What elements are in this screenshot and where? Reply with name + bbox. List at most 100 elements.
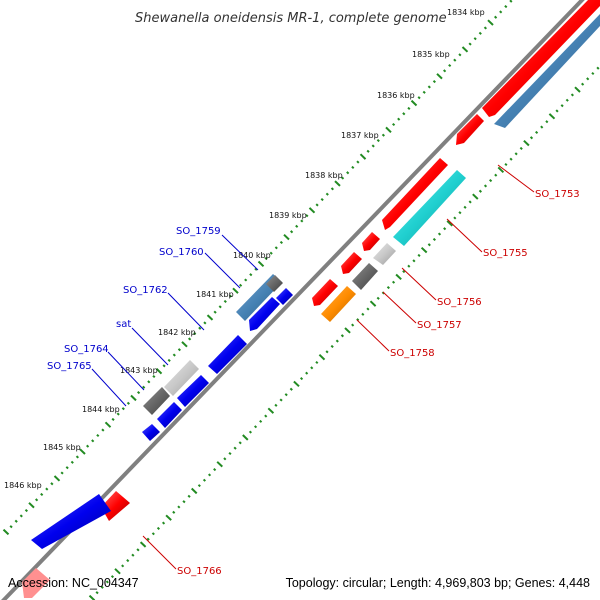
- ruler-tick-minor: [91, 439, 95, 443]
- kbp-label: 1845 kbp: [43, 443, 81, 452]
- ruler-tick-minor: [172, 353, 176, 357]
- label-leader-lines: [91, 164, 535, 570]
- inner-tick-minor: [233, 446, 237, 450]
- gene-arrow-forward[interactable]: [208, 335, 247, 374]
- kbp-label: 1838 kbp: [305, 171, 343, 180]
- ruler-tick-minor: [177, 348, 181, 352]
- inner-tick-minor: [284, 393, 288, 397]
- gene-label-forward[interactable]: sat: [116, 319, 131, 330]
- ruler-tick-major: [155, 367, 163, 375]
- inner-tick-major: [88, 594, 96, 600]
- inner-tick-major: [318, 353, 326, 361]
- ruler-tick-minor: [121, 407, 125, 411]
- ruler-tick-minor: [473, 37, 477, 41]
- ruler-tick-minor: [147, 380, 151, 384]
- ruler-tick-minor: [126, 401, 130, 405]
- ruler-tick-major: [206, 314, 214, 321]
- gene-label-reverse[interactable]: SO_1756: [437, 297, 482, 308]
- inner-tick-minor: [509, 157, 513, 161]
- ruler-tick-minor: [60, 471, 64, 475]
- gene-arrow-forward[interactable]: [157, 402, 182, 428]
- ruler-tick-minor: [116, 412, 120, 416]
- gene-label-reverse[interactable]: SO_1766: [177, 566, 222, 577]
- ruler-tick-minor: [397, 117, 401, 121]
- ruler-tick-minor: [218, 305, 222, 309]
- ruler-tick-major: [53, 475, 61, 482]
- ruler-tick-minor: [376, 138, 380, 143]
- ruler-tick-minor: [432, 80, 436, 84]
- gene-label-forward[interactable]: SO_1762: [123, 285, 168, 296]
- gene-arrow-reverse[interactable]: [362, 232, 380, 251]
- gene-label-reverse[interactable]: SO_1753: [535, 189, 580, 200]
- inner-tick-minor: [213, 467, 217, 472]
- gene-arrow-forward[interactable]: [249, 297, 280, 331]
- gene-bar-forward[interactable]: [143, 387, 170, 415]
- inner-tick-minor: [95, 591, 99, 595]
- gene-arrow-forward[interactable]: [177, 375, 209, 407]
- inner-tick-minor: [453, 216, 457, 220]
- gene-arrow-reverse[interactable]: [312, 279, 338, 306]
- inner-tick-minor: [545, 120, 549, 124]
- inner-tick-minor: [253, 425, 258, 429]
- ruler-tick-minor: [203, 321, 207, 325]
- gene-bar-forward[interactable]: [164, 360, 199, 396]
- gene-bar-forward[interactable]: [266, 275, 283, 292]
- ruler-tick-minor: [346, 171, 350, 175]
- inner-tick-minor: [248, 430, 252, 434]
- ruler-tick-minor: [468, 42, 472, 46]
- inner-tick-minor: [330, 344, 334, 349]
- gene-arrow-reverse[interactable]: [456, 114, 484, 145]
- gene-arrow-forward[interactable]: [142, 424, 160, 441]
- ruler-tick-minor: [86, 444, 90, 448]
- ruler-tick-major: [487, 19, 494, 26]
- gene-bar-reverse[interactable]: [494, 14, 600, 128]
- gene-bar-reverse[interactable]: [352, 263, 378, 290]
- inner-tick-minor: [305, 371, 309, 375]
- ruler-tick-minor: [279, 240, 283, 245]
- ruler-tick-minor: [458, 53, 462, 57]
- gene-label-forward[interactable]: SO_1765: [47, 361, 92, 372]
- gene-label-forward[interactable]: SO_1764: [64, 344, 109, 355]
- gene-label-reverse[interactable]: SO_1757: [417, 320, 462, 331]
- ruler-tick-minor: [453, 58, 457, 62]
- kbp-label: 1843 kbp: [120, 366, 158, 375]
- gene-arrow-reverse[interactable]: [22, 568, 50, 598]
- gene-arrow-forward[interactable]: [31, 494, 111, 549]
- gene-label-reverse[interactable]: SO_1758: [390, 348, 435, 359]
- inner-tick-minor: [570, 93, 574, 97]
- gene-bar-reverse[interactable]: [373, 243, 396, 265]
- gene-arrow-forward[interactable]: [276, 288, 293, 305]
- inner-tick-minor: [468, 200, 472, 204]
- ruler-tick-minor: [325, 192, 329, 196]
- inner-tick-minor: [437, 232, 442, 236]
- ruler-tick-minor: [167, 358, 171, 362]
- ruler-tick-minor: [75, 455, 79, 459]
- inner-tick-minor: [386, 286, 390, 290]
- inner-tick-minor: [596, 66, 600, 70]
- ruler-tick-major: [308, 207, 316, 214]
- ruler-tick-minor: [19, 514, 23, 518]
- gene-bar-reverse[interactable]: [321, 286, 356, 322]
- inner-tick-major: [369, 300, 377, 307]
- ruler-tick-minor: [269, 251, 273, 255]
- kbp-label: 1836 kbp: [377, 91, 415, 100]
- inner-tick-minor: [535, 130, 539, 134]
- inner-tick-minor: [126, 558, 130, 563]
- gene-label-reverse[interactable]: SO_1755: [483, 248, 528, 259]
- ruler-tick-minor: [198, 326, 202, 330]
- inner-tick-minor: [310, 366, 314, 370]
- gene-arrow-reverse[interactable]: [382, 158, 448, 230]
- gene-arrow-reverse[interactable]: [101, 491, 130, 521]
- gene-arrow-reverse[interactable]: [341, 252, 362, 274]
- gene-bar-reverse[interactable]: [393, 170, 466, 246]
- gene-label-forward[interactable]: SO_1759: [176, 226, 221, 237]
- gene-label-forward[interactable]: SO_1760: [159, 247, 204, 258]
- ruler-tick-minor: [366, 149, 370, 153]
- ruler-tick-minor: [264, 256, 268, 261]
- gene-arrow-reverse[interactable]: [482, 0, 600, 117]
- ruler-tick-minor: [40, 492, 44, 497]
- inner-tick-minor: [432, 237, 436, 242]
- ruler-tick-minor: [330, 187, 334, 191]
